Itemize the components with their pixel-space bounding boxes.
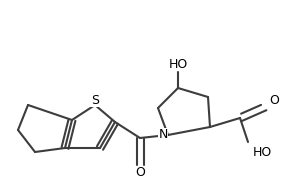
Text: O: O — [269, 94, 279, 108]
Text: HO: HO — [168, 57, 188, 70]
Text: S: S — [91, 94, 99, 106]
Text: O: O — [135, 167, 145, 180]
Text: HO: HO — [252, 146, 272, 159]
Text: N: N — [158, 129, 168, 142]
